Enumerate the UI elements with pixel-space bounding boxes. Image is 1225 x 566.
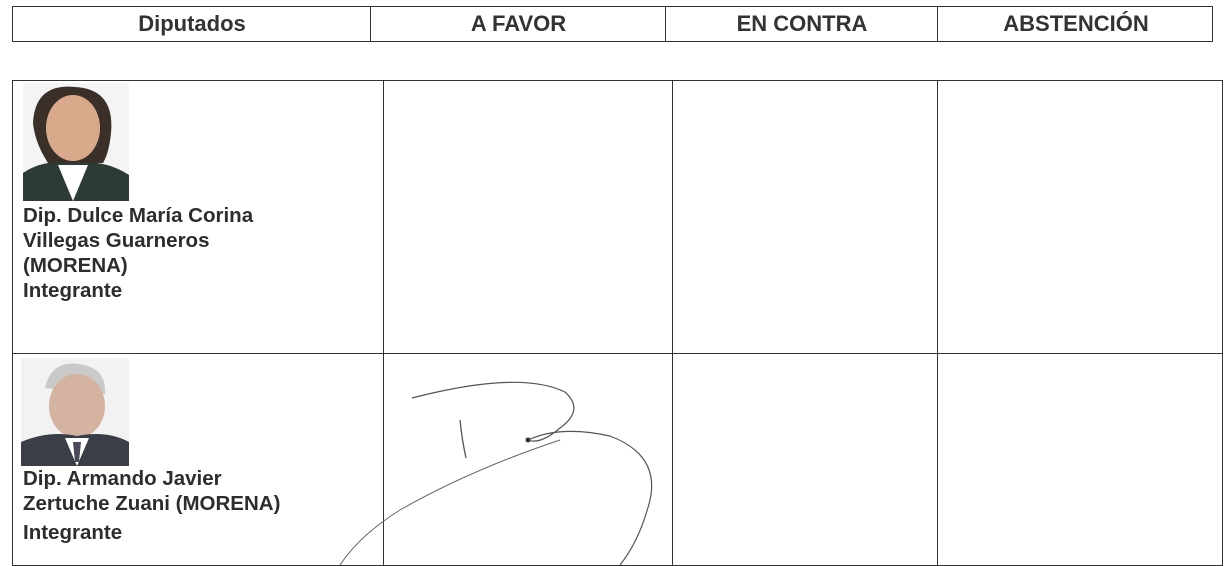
deputy-photo (21, 358, 129, 466)
deputy-role: Integrante (23, 279, 123, 302)
vote-cell (937, 353, 1223, 566)
header-cell: EN CONTRA (665, 7, 938, 41)
vote-table: Dip. Dulce María Corina Villegas Guarner… (12, 80, 1223, 566)
vote-cell (937, 80, 1223, 353)
header-cell: A FAVOR (370, 7, 666, 41)
header-cell: ABSTENCIÓN (937, 7, 1214, 41)
deputy-photo (23, 83, 129, 201)
deputy-name: Villegas Guarneros (23, 229, 210, 252)
vote-cell (672, 80, 937, 353)
deputy-role: Integrante (23, 521, 123, 544)
deputy-cell: Dip. Armando Javier Zertuche Zuani (MORE… (12, 353, 383, 566)
vote-cell (383, 353, 672, 566)
header-cell: Diputados (12, 7, 371, 41)
vote-cell (672, 353, 937, 566)
deputy-name: Dip. Dulce María Corina (23, 204, 254, 227)
header-table: Diputados A FAVOR EN CONTRA ABSTENCIÓN (12, 6, 1213, 42)
deputy-name: Zertuche Zuani (MORENA) (23, 492, 281, 515)
deputy-name: (MORENA) (23, 254, 128, 277)
vote-cell (383, 80, 672, 353)
deputy-name: Dip. Armando Javier (23, 467, 222, 490)
deputy-cell: Dip. Dulce María Corina Villegas Guarner… (12, 80, 383, 353)
